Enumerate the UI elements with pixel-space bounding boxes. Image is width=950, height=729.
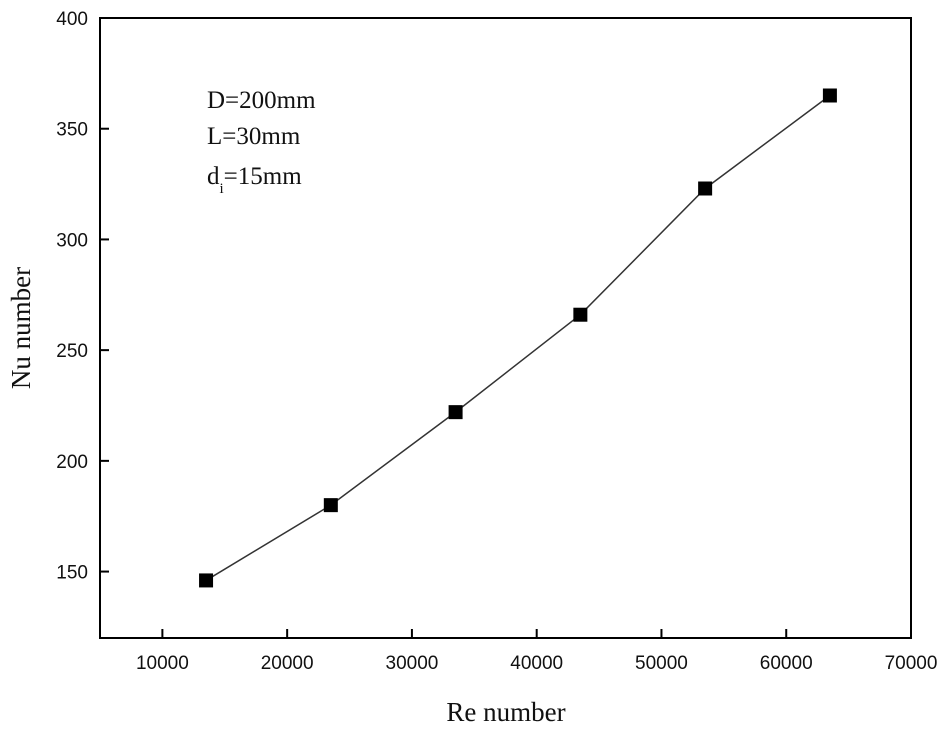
x-tick-label: 50000: [635, 653, 688, 674]
x-axis-ticks: 10000 20000 30000 40000 50000 60000 70000: [136, 629, 937, 674]
x-tick-label: 40000: [510, 653, 563, 674]
data-point-marker: [698, 181, 713, 196]
y-tick-label: 200: [56, 452, 88, 473]
data-series: [199, 88, 837, 588]
x-tick-label: 20000: [261, 653, 314, 674]
data-point-marker: [448, 405, 463, 420]
x-tick-label: 10000: [136, 653, 189, 674]
y-axis-label: Nu number: [6, 267, 36, 389]
y-axis-ticks: 150 200 250 300 350 400: [56, 9, 109, 584]
x-tick-label: 30000: [386, 653, 439, 674]
data-point-marker: [323, 498, 338, 513]
y-tick-label: 150: [56, 563, 88, 584]
annotation-inner-diameter: di=15mm: [207, 163, 302, 197]
y-tick-label: 400: [56, 9, 88, 30]
annotation-block: D=200mm L=30mm di=15mm: [207, 87, 316, 197]
annotation-length: L=30mm: [207, 123, 301, 150]
annotation-value: =15mm: [224, 163, 303, 190]
x-tick-label: 70000: [885, 653, 938, 674]
y-tick-label: 300: [56, 230, 88, 251]
annotation-diameter: D=200mm: [207, 87, 316, 114]
data-point-marker: [573, 307, 588, 322]
series-line: [205, 94, 831, 582]
x-axis-label: Re number: [446, 697, 565, 727]
plot-frame: [99, 17, 912, 639]
data-point-marker: [822, 88, 837, 103]
annotation-d: d: [207, 163, 220, 190]
y-tick-label: 250: [56, 341, 88, 362]
x-tick-label: 60000: [760, 653, 813, 674]
annotation-subscript: i: [220, 181, 224, 197]
data-point-marker: [199, 573, 214, 588]
y-tick-label: 350: [56, 120, 88, 141]
